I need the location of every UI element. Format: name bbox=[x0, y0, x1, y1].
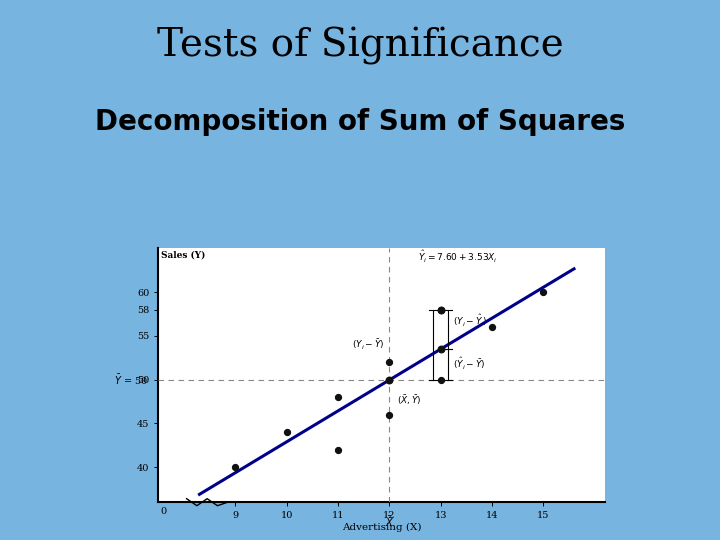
Point bbox=[332, 393, 343, 402]
Text: $(\bar{X}, \bar{Y})$: $(\bar{X}, \bar{Y})$ bbox=[397, 393, 421, 407]
Point bbox=[332, 446, 343, 454]
Point bbox=[486, 323, 498, 332]
Point bbox=[384, 358, 395, 367]
Point bbox=[435, 375, 446, 384]
Text: $\hat{Y}_i = 7.60 + 3.53X_i$: $\hat{Y}_i = 7.60 + 3.53X_i$ bbox=[418, 249, 498, 265]
Text: Tests of Significance: Tests of Significance bbox=[157, 27, 563, 65]
Text: $(Y_i - \hat{Y}_i)$: $(Y_i - \hat{Y}_i)$ bbox=[454, 313, 488, 329]
Text: Decomposition of Sum of Squares: Decomposition of Sum of Squares bbox=[95, 108, 625, 136]
Text: $\bar{Y}$ = 50: $\bar{Y}$ = 50 bbox=[114, 373, 148, 387]
Point bbox=[435, 305, 446, 314]
Point bbox=[537, 288, 549, 296]
Text: $(Y_i - \bar{Y})$: $(Y_i - \bar{Y})$ bbox=[352, 338, 384, 352]
Point bbox=[384, 375, 395, 384]
X-axis label: Advertising (X): Advertising (X) bbox=[342, 523, 421, 532]
Text: $(\hat{Y}_i - \bar{Y})$: $(\hat{Y}_i - \bar{Y})$ bbox=[454, 356, 486, 373]
Point bbox=[384, 410, 395, 419]
Point bbox=[230, 463, 241, 471]
Text: 0: 0 bbox=[161, 507, 166, 516]
Point bbox=[435, 305, 446, 314]
Text: Sales (Y): Sales (Y) bbox=[161, 250, 205, 259]
Text: $\bar{X}$: $\bar{X}$ bbox=[384, 515, 394, 529]
Point bbox=[281, 428, 292, 436]
Point bbox=[435, 345, 446, 354]
